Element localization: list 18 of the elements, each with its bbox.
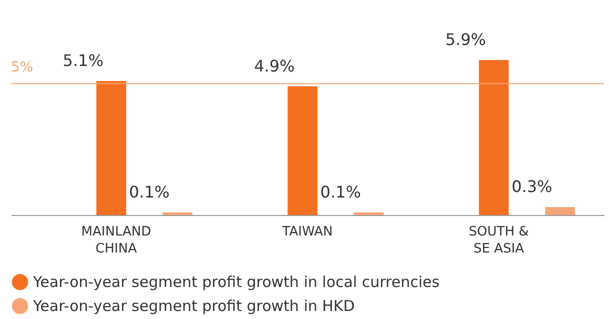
legend-label: Year-on-year segment profit growth in local currencies (32, 273, 440, 291)
bar (354, 212, 384, 215)
bar (162, 212, 192, 215)
bar (288, 86, 318, 215)
data-label: 0.1% (320, 182, 361, 202)
data-label: 4.9% (254, 56, 295, 76)
bar (545, 207, 575, 215)
data-label: 0.3% (512, 177, 552, 196)
data-label: 5.9% (445, 30, 486, 49)
ref-line-label: 5% (11, 60, 34, 76)
x-tick-label: SOUTH & SE ASIA (468, 224, 529, 256)
bar (478, 60, 509, 215)
x-tick-label: TAIWAN (281, 224, 333, 240)
data-label: 0.1% (128, 182, 170, 202)
data-label: 5.1% (62, 51, 104, 70)
legend-label: Year-on-year segment profit growth in HKD (32, 297, 355, 315)
x-tick-label: MAINLAND CHINA (81, 224, 152, 256)
bar (96, 81, 126, 215)
